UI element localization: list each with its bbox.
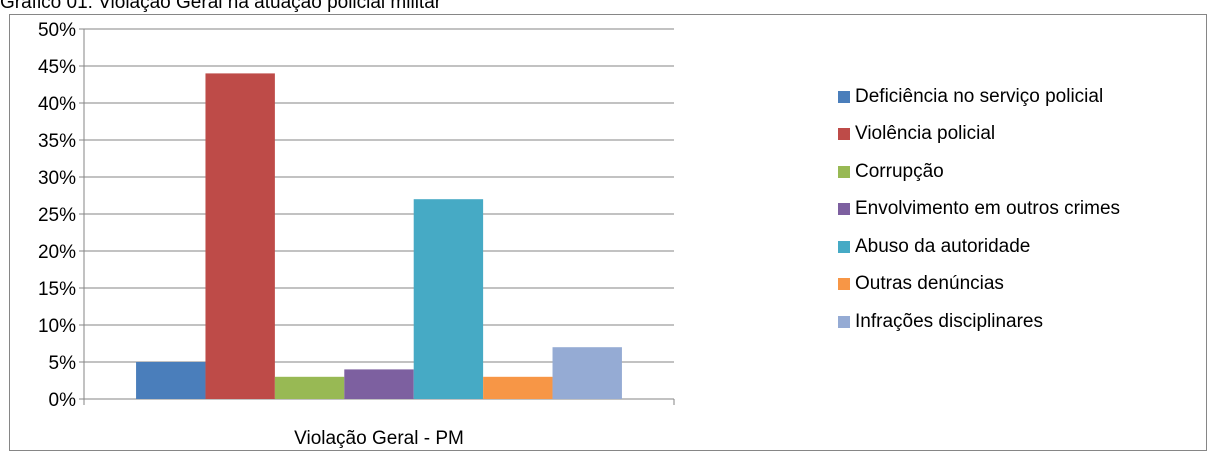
legend-label: Abuso da autoridade xyxy=(855,235,1031,257)
y-tick-label: 40% xyxy=(38,94,76,115)
y-tick-label: 35% xyxy=(38,131,76,152)
legend-swatch xyxy=(838,278,850,291)
legend-label: Deficiência no serviço policial xyxy=(855,85,1104,107)
y-tick-label: 30% xyxy=(38,168,76,189)
legend-swatch xyxy=(838,165,850,178)
chart-legend: Deficiência no serviço policial Violência… xyxy=(838,78,1120,341)
legend-label: Violência policial xyxy=(855,123,996,145)
legend-swatch xyxy=(838,315,850,328)
legend-item: Infrações disciplinares xyxy=(838,303,1120,341)
bar-6 xyxy=(483,376,553,399)
bar-1 xyxy=(136,362,206,399)
x-category-label: Violação Geral - PM xyxy=(294,428,464,449)
bar-3 xyxy=(274,376,345,399)
legend-item: Outras denúncias xyxy=(838,266,1120,304)
y-tick-label: 10% xyxy=(38,316,76,337)
legend-swatch xyxy=(838,240,850,253)
y-tick-label: 0% xyxy=(49,390,77,411)
legend-item: Violência policial xyxy=(838,116,1120,154)
bar-2 xyxy=(205,73,275,400)
legend-item: Abuso da autoridade xyxy=(838,228,1120,266)
legend-swatch xyxy=(838,128,850,141)
bar-4 xyxy=(344,369,414,399)
y-tick-label: 50% xyxy=(38,20,76,41)
legend-label: Envolvimento em outros crimes xyxy=(855,198,1121,220)
legend-label: Corrupção xyxy=(855,160,944,182)
bar-5 xyxy=(413,199,484,399)
legend-item: Corrupção xyxy=(838,153,1120,191)
y-tick-label: 15% xyxy=(38,279,76,300)
y-tick-label: 20% xyxy=(38,242,76,263)
legend-swatch xyxy=(838,90,850,103)
y-tick-label: 5% xyxy=(49,353,77,374)
chart-title: Gráfico 01: Violação Geral na atuação po… xyxy=(0,0,442,13)
legend-item: Envolvimento em outros crimes xyxy=(838,191,1120,229)
legend-label: Infrações disciplinares xyxy=(855,310,1043,332)
legend-swatch xyxy=(838,203,850,216)
bar-7 xyxy=(552,347,622,399)
legend-item: Deficiência no serviço policial xyxy=(838,78,1120,116)
y-tick-label: 25% xyxy=(38,205,76,226)
legend-label: Outras denúncias xyxy=(855,273,1004,295)
y-tick-label: 45% xyxy=(38,57,76,78)
